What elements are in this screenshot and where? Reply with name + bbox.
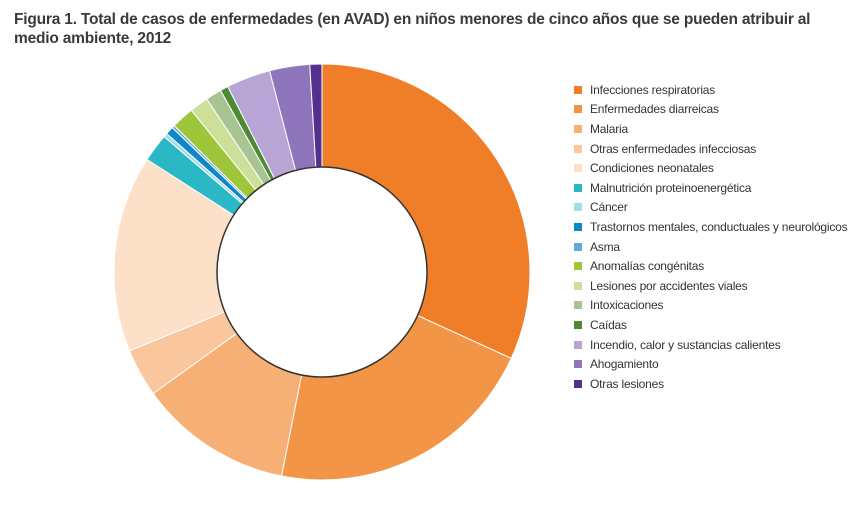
legend-swatch: [574, 320, 582, 329]
legend-item: Malnutrición proteinoenergética: [574, 178, 847, 198]
legend-swatch: [574, 379, 582, 388]
legend-swatch: [574, 144, 582, 153]
legend-item: Incendio, calor y sustancias calientes: [574, 335, 847, 355]
legend-label: Intoxicaciones: [590, 298, 664, 313]
legend-label: Caídas: [590, 317, 627, 332]
legend-item: Malaria: [574, 119, 847, 139]
legend-swatch: [574, 242, 582, 251]
donut-slices: [113, 63, 531, 481]
legend-swatch: [574, 105, 582, 114]
legend-item: Otras lesiones: [574, 374, 847, 394]
legend-label: Infecciones respiratorias: [590, 82, 716, 97]
legend-swatch: [574, 222, 582, 231]
legend-item: Caídas: [574, 315, 847, 335]
legend-swatch: [574, 262, 582, 271]
legend-swatch: [574, 85, 582, 94]
donut-hole: [216, 166, 428, 378]
legend-label: Trastornos mentales, conductuales y neur…: [590, 219, 848, 234]
legend-swatch: [574, 281, 582, 290]
legend-item: Lesiones por accidentes viales: [574, 276, 847, 296]
legend-item: Intoxicaciones: [574, 296, 847, 316]
legend-label: Otras enfermedades infecciosas: [590, 141, 757, 156]
legend-label: Condiciones neonatales: [590, 161, 714, 176]
legend-item: Infecciones respiratorias: [574, 80, 847, 100]
chart-legend: Infecciones respiratorias Enfermedades di…: [574, 80, 848, 394]
legend-item: Enfermedades diarreicas: [574, 100, 847, 120]
legend-item: Asma: [574, 237, 847, 257]
legend-label: Malnutrición proteinoenergética: [590, 180, 752, 195]
legend-label: Enfermedades diarreicas: [590, 102, 719, 117]
legend-label: Incendio, calor y sustancias calientes: [590, 337, 781, 352]
legend-swatch: [574, 340, 582, 349]
legend-label: Ahogamiento: [590, 357, 659, 372]
legend-swatch: [574, 183, 582, 192]
legend-swatch: [574, 360, 582, 369]
legend-label: Otras lesiones: [590, 376, 664, 391]
legend-label: Cáncer: [590, 200, 628, 215]
legend-label: Anomalías congénitas: [590, 259, 705, 274]
legend-item: Otras enfermedades infecciosas: [574, 139, 847, 159]
legend-label: Malaria: [590, 121, 628, 136]
legend-item: Ahogamiento: [574, 354, 847, 374]
legend-swatch: [574, 164, 582, 173]
legend-item: Trastornos mentales, conductuales y neur…: [574, 217, 848, 237]
chart-title: Figura 1. Total de casos de enfermedades…: [14, 11, 811, 47]
legend-swatch: [574, 124, 582, 133]
legend-item: Cáncer: [574, 198, 847, 218]
legend-label: Asma: [590, 239, 620, 254]
legend-item: Anomalías congénitas: [574, 256, 847, 276]
legend-label: Lesiones por accidentes viales: [590, 278, 748, 293]
legend-swatch: [574, 203, 582, 212]
legend-swatch: [574, 301, 582, 310]
legend-item: Condiciones neonatales: [574, 158, 847, 178]
